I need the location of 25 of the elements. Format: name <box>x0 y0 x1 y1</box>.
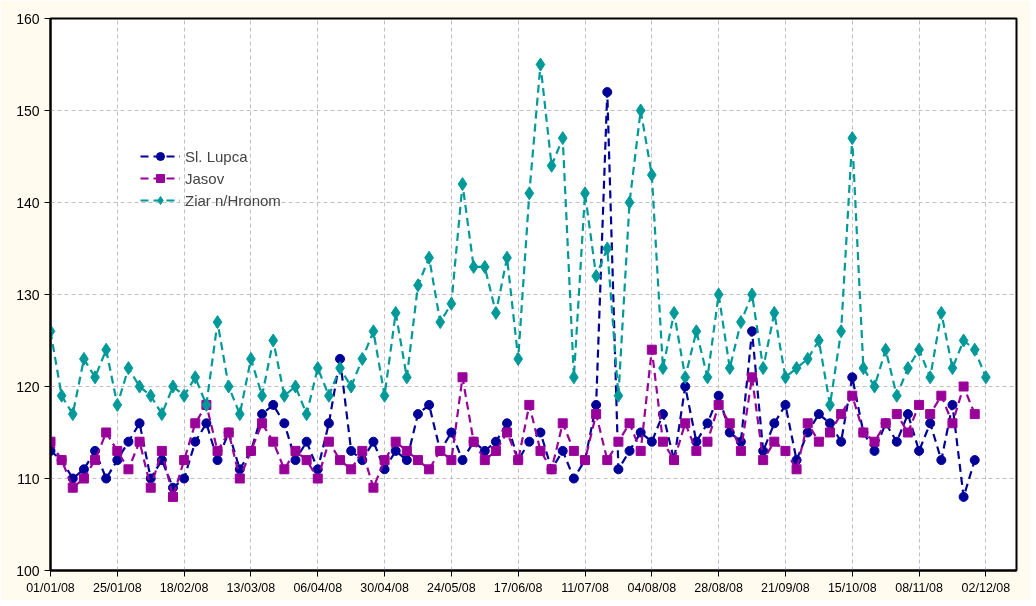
y-tick-label: 130 <box>16 286 40 303</box>
x-tick-label: 02/12/08 <box>961 580 1011 595</box>
x-tick-label: 30/04/08 <box>360 580 409 595</box>
x-tick-label: 08/11/08 <box>895 580 943 595</box>
x-tick-label: 04/08/08 <box>627 580 677 595</box>
x-tick-label: 17/06/08 <box>493 580 543 595</box>
x-tick-label: 28/08/08 <box>694 580 743 595</box>
legend-label: Jasov <box>185 169 225 187</box>
x-tick-label: 01/01/08 <box>26 580 75 595</box>
y-tick-label: 110 <box>17 470 40 487</box>
x-tick-label: 18/02/08 <box>159 580 209 595</box>
x-tick-label: 21/09/08 <box>761 580 810 595</box>
y-tick-label: 120 <box>16 378 40 395</box>
x-tick-label: 06/04/08 <box>293 580 343 595</box>
x-tick-label: 13/03/08 <box>226 580 276 595</box>
y-tick-label: 150 <box>16 102 40 119</box>
y-tick-label: 160 <box>16 10 40 27</box>
legend-label: Sl. Lupca <box>185 147 248 165</box>
x-tick-label: 11/07/08 <box>561 580 609 595</box>
legend-label: Ziar n/Hronom <box>185 191 281 209</box>
y-tick-label: 100 <box>16 562 40 579</box>
x-tick-label: 25/01/08 <box>92 580 142 595</box>
x-tick-label: 15/10/08 <box>827 580 877 595</box>
y-tick-label: 140 <box>16 194 40 211</box>
x-tick-label: 24/05/08 <box>427 580 476 595</box>
